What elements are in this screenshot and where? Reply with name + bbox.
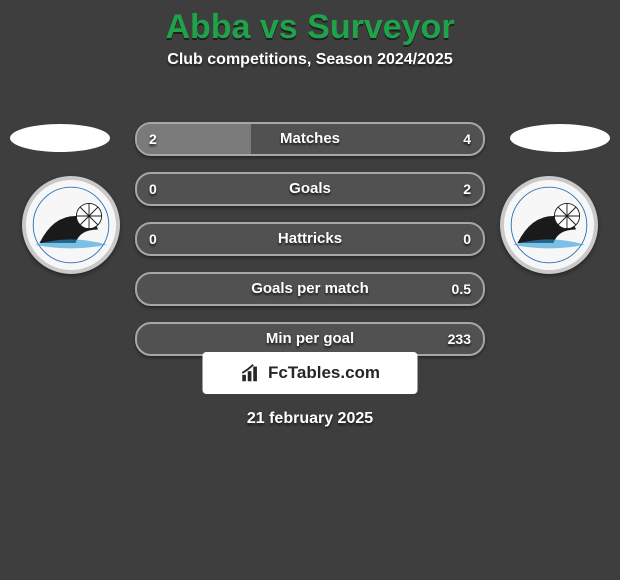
stat-row: 2 Matches 4 [135,122,485,156]
page-subtitle: Club competitions, Season 2024/2025 [0,51,620,69]
stat-right-value: 2 [463,174,471,204]
stat-right-value: 0.5 [452,274,471,304]
stats-container: 2 Matches 4 0 Goals 2 0 Hattricks 0 Goal… [135,122,485,372]
stat-right-value: 4 [463,124,471,154]
stat-label: Goals [137,174,483,204]
stat-label: Hattricks [137,224,483,254]
comparison-card: Abba vs Surveyor Club competitions, Seas… [0,0,620,580]
left-team-logo [22,176,120,274]
stat-row: 0 Hattricks 0 [135,222,485,256]
stat-label: Min per goal [137,324,483,354]
stat-row: 0 Goals 2 [135,172,485,206]
left-team-shadow [10,124,110,152]
stat-right-value: 233 [448,324,471,354]
comparison-date: 21 february 2025 [0,410,620,428]
dolphin-logo-icon [26,180,116,270]
page-title: Abba vs Surveyor [0,0,620,47]
dolphin-logo-icon [504,180,594,270]
brand-text: FcTables.com [268,363,380,383]
stat-row: Goals per match 0.5 [135,272,485,306]
stat-label: Goals per match [137,274,483,304]
stat-row: Min per goal 233 [135,322,485,356]
chart-icon [240,362,262,384]
right-team-logo [500,176,598,274]
right-team-shadow [510,124,610,152]
stat-label: Matches [137,124,483,154]
brand-link[interactable]: FcTables.com [203,352,418,394]
stat-right-value: 0 [463,224,471,254]
